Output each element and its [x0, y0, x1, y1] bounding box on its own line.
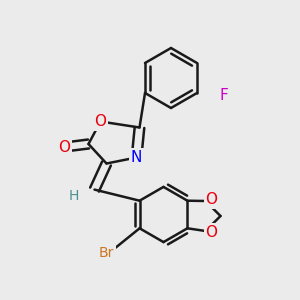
Text: O: O: [94, 114, 106, 129]
Text: N: N: [131, 150, 142, 165]
Text: O: O: [58, 140, 70, 154]
Text: O: O: [206, 225, 218, 240]
Text: O: O: [206, 192, 218, 207]
Text: Br: Br: [99, 246, 114, 260]
Text: F: F: [219, 88, 228, 104]
Text: H: H: [68, 189, 79, 202]
